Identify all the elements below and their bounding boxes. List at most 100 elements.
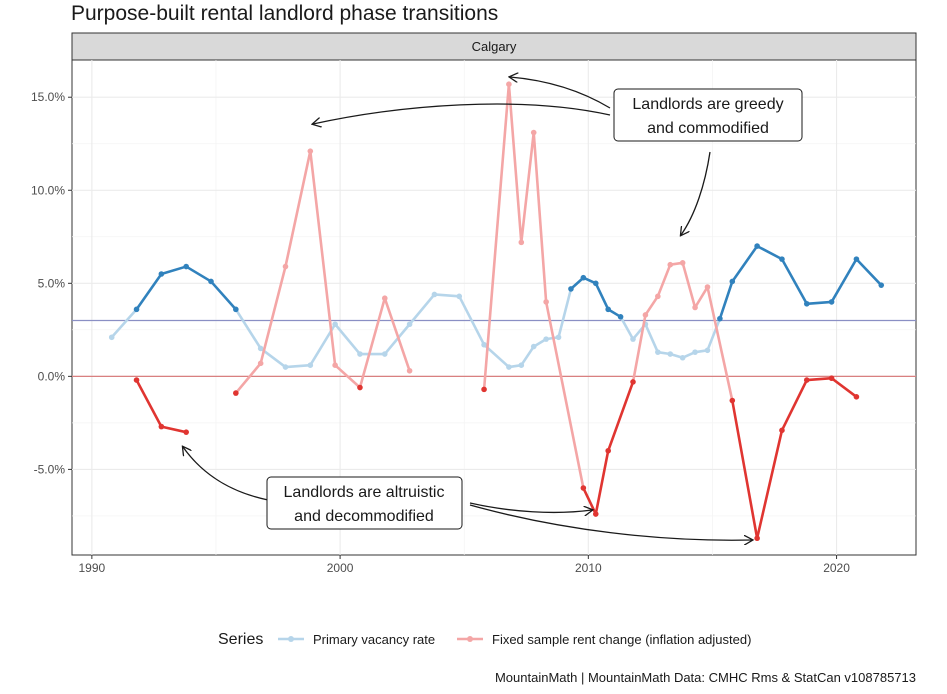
rent-change-line-segment [644,295,660,317]
vacancy-rate-point [717,315,723,322]
legend-label-rent-change: Fixed sample rent change (inflation adju… [492,632,751,647]
vacancy-rate-point [307,362,314,368]
vacancy-rate-point [704,347,711,354]
rent-change-point [667,261,674,268]
vacancy-rate-point [518,362,525,368]
y-tick-label: 0.0% [38,369,66,383]
vacancy-rate-line-segment [110,308,138,339]
vacancy-rate-line-segment [209,280,238,311]
vacancy-rate-point [754,243,760,249]
x-tick-label: 1990 [79,561,106,575]
plot-panel [71,59,917,556]
vacancy-rate-point [381,351,388,357]
rent-change-point [630,379,636,385]
vacancy-rate-point [729,278,736,285]
rent-change-line-segment [706,285,734,402]
rent-change-line-segment [135,378,163,428]
rent-change-line-segment [631,313,647,384]
vacancy-rate-line-segment [433,293,461,298]
vacancy-rate-point [108,334,115,341]
vacancy-rate-point [592,280,599,287]
rent-change-line-segment [234,362,262,395]
vacancy-rate-line-segment [706,317,722,352]
rent-change-line-segment [606,380,635,453]
vacancy-rate-line-segment [184,265,213,283]
series-layer [108,81,885,542]
y-tick-label: 5.0% [38,276,66,290]
arrow-altruistic-to-1994 [183,447,269,501]
vacancy-rate-line-segment [160,265,188,276]
rent-change-line-segment [681,261,697,309]
vacancy-rate-point [357,351,363,357]
vacancy-rate-point [667,351,674,357]
legend-swatch-vacancy-dot [288,636,294,642]
rent-change-point [332,362,338,368]
rent-change-point [828,375,835,382]
x-axis: 1990 2000 2010 2020 [79,555,850,575]
annotation-greedy-line2: and commodified [647,120,769,137]
rent-change-point [282,263,289,270]
y-axis: -5.0% 0.0% 5.0% 10.0% 15.0% [31,90,72,476]
y-tick-label: 10.0% [31,183,65,197]
vacancy-rate-line-segment [457,295,486,347]
vacancy-rate-point [580,274,587,281]
rent-change-point [530,129,537,136]
vacancy-rate-line-segment [383,322,411,356]
rent-change-line-segment [755,429,784,540]
vacancy-rate-line-segment [619,315,635,341]
rent-change-line-segment [532,131,548,304]
rent-change-point [704,284,711,290]
arrow-greedy-to-2014 [681,151,711,235]
vacancy-rate-point [555,334,562,341]
rent-change-line-segment [259,265,287,365]
vacancy-rate-point [803,300,810,307]
rent-change-line-segment [830,376,858,399]
rent-change-line-segment [805,376,833,382]
arrow-greedy-to-1999 [313,103,611,124]
rent-change-point [506,81,512,87]
rent-change-point [754,535,760,542]
vacancy-rate-line-segment [594,282,610,311]
legend-swatch-rent-change-dot [467,636,473,642]
chart-title: Purpose-built rental landlord phase tran… [71,2,498,25]
legend: Series Primary vacancy rate Fixed sample… [218,631,751,648]
x-tick-label: 2010 [575,561,602,575]
vacancy-rate-point [617,314,624,320]
vacancy-rate-line-segment [855,257,883,287]
rent-change-line-segment [594,449,610,516]
rent-change-line-segment [693,285,709,309]
vacancy-rate-line-segment [780,257,809,306]
rent-change-line-segment [731,399,759,540]
rent-change-point [518,239,525,246]
rent-change-line-segment [383,296,411,373]
vacancy-rate-line-segment [718,280,734,320]
rent-change-line-segment [358,296,387,389]
vacancy-rate-point [183,263,189,270]
vacancy-rate-line-segment [644,322,660,354]
vacancy-rate-point [630,336,636,342]
vacancy-rate-line-segment [333,322,362,356]
panel-strip-label: Calgary [472,39,517,54]
vacancy-rate-point [133,306,140,313]
reference-lines [72,319,916,378]
rent-change-point [307,148,314,154]
rent-change-line-segment [333,363,362,389]
rent-change-point [642,312,649,318]
rent-change-line-segment [482,82,511,391]
vacancy-rate-point [692,349,698,355]
chart-caption: MountainMath | MountainMath Data: CMHC R… [495,670,916,685]
vacancy-rate-line-segment [135,272,163,311]
annotation-greedy-box [613,88,803,142]
rent-change-line-segment [309,149,337,367]
vacancy-rate-line-segment [408,293,436,326]
vacancy-rate-line-segment [731,244,759,283]
vacancy-rate-line-segment [755,244,784,261]
vacancy-rate-point [828,299,835,305]
rent-change-line-segment [780,378,809,432]
vacancy-rate-point [543,336,549,342]
vacancy-rate-point [158,271,165,277]
vacancy-rate-point [655,349,661,355]
vacancy-rate-point [530,343,537,350]
vacancy-rate-point [853,256,860,262]
rent-change-point [580,485,587,491]
